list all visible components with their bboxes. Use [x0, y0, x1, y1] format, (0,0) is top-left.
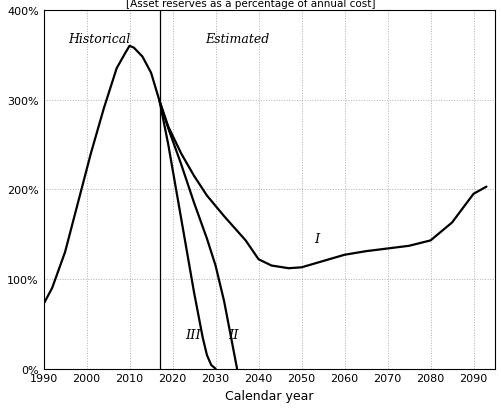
Text: [Asset reserves as a percentage of annual cost]: [Asset reserves as a percentage of annua… — [126, 0, 375, 9]
X-axis label: Calendar year: Calendar year — [224, 389, 313, 402]
Text: III: III — [185, 328, 201, 341]
Text: II: II — [228, 328, 238, 341]
Text: Historical: Historical — [68, 33, 130, 46]
Text: Estimated: Estimated — [204, 33, 269, 46]
Text: I: I — [314, 233, 319, 245]
